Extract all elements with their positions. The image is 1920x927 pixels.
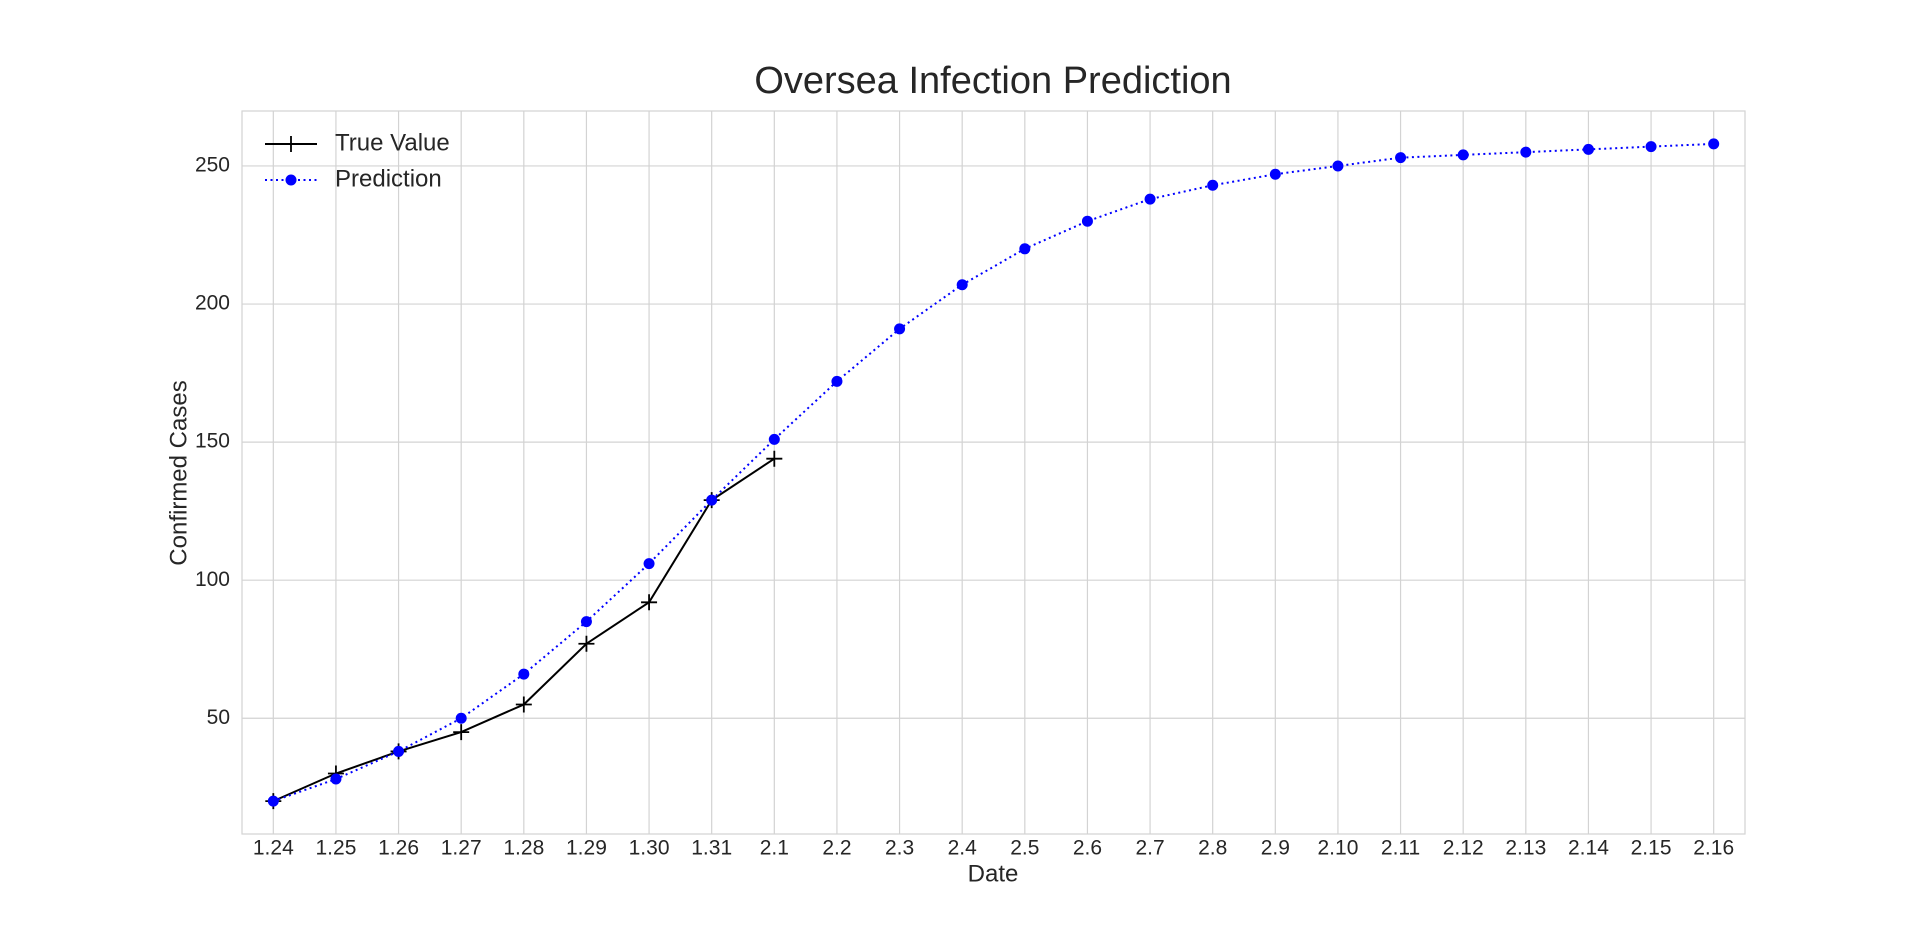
x-tick-label: 1.26 bbox=[378, 837, 419, 860]
data-point bbox=[580, 616, 592, 628]
legend-label: Prediction bbox=[335, 165, 442, 192]
data-point bbox=[267, 795, 279, 807]
x-tick-label: 2.8 bbox=[1198, 837, 1227, 860]
data-point bbox=[1582, 143, 1594, 155]
y-tick-label: 200 bbox=[195, 292, 230, 315]
data-point bbox=[1645, 141, 1657, 153]
x-tick-label: 2.11 bbox=[1381, 837, 1420, 860]
y-tick-label: 150 bbox=[195, 430, 230, 453]
x-tick-label: 2.10 bbox=[1318, 837, 1359, 860]
x-tick-label: 1.30 bbox=[629, 837, 670, 860]
series-line bbox=[272, 142, 1714, 803]
y-tick-label: 50 bbox=[207, 706, 230, 729]
data-point bbox=[1520, 146, 1532, 158]
data-point bbox=[1207, 179, 1219, 191]
x-tick-label: 1.25 bbox=[316, 837, 357, 860]
x-tick-label: 2.15 bbox=[1631, 837, 1672, 860]
x-axis-label: Date bbox=[968, 860, 1019, 887]
data-point bbox=[1081, 215, 1093, 227]
y-axis-label: Confirmed Cases bbox=[165, 380, 192, 565]
x-tick-label: 2.7 bbox=[1135, 837, 1164, 860]
x-tick-label: 1.31 bbox=[691, 837, 732, 860]
data-point bbox=[641, 594, 658, 611]
x-tick-label: 1.28 bbox=[503, 837, 544, 860]
x-tick-label: 2.3 bbox=[885, 837, 914, 860]
data-point bbox=[1395, 152, 1407, 164]
x-tick-label: 2.9 bbox=[1261, 837, 1290, 860]
data-point bbox=[1332, 160, 1344, 172]
chart-title: Oversea Infection Prediction bbox=[754, 60, 1231, 102]
y-tick-label: 250 bbox=[195, 154, 230, 177]
data-point bbox=[706, 494, 718, 506]
data-point bbox=[453, 724, 470, 741]
x-tick-label: 2.13 bbox=[1505, 837, 1546, 860]
data-point bbox=[1269, 168, 1281, 180]
x-tick-label: 2.2 bbox=[822, 837, 851, 860]
data-point bbox=[831, 375, 843, 387]
legend-label: True Value bbox=[335, 129, 450, 156]
data-point bbox=[1019, 243, 1031, 255]
data-point bbox=[766, 450, 783, 467]
x-tick-label: 2.14 bbox=[1568, 837, 1609, 860]
data-point bbox=[578, 635, 595, 652]
data-point bbox=[1457, 149, 1469, 161]
x-tick-label: 2.16 bbox=[1693, 837, 1734, 860]
x-tick-label: 1.24 bbox=[253, 837, 294, 860]
x-tick-label: 2.4 bbox=[948, 837, 978, 860]
data-point bbox=[768, 433, 780, 445]
data-point bbox=[455, 712, 467, 724]
data-point bbox=[330, 773, 342, 785]
data-point bbox=[518, 668, 530, 680]
x-tick-label: 1.27 bbox=[441, 837, 482, 860]
data-point bbox=[1708, 138, 1720, 150]
x-tick-label: 2.1 bbox=[760, 837, 789, 860]
data-point bbox=[393, 745, 405, 757]
data-point bbox=[894, 323, 906, 335]
data-point bbox=[956, 279, 968, 291]
plot-frame bbox=[241, 110, 1746, 835]
data-point bbox=[643, 558, 655, 570]
x-tick-label: 2.5 bbox=[1010, 837, 1039, 860]
x-tick-label: 1.29 bbox=[566, 837, 607, 860]
legend-marker bbox=[283, 136, 299, 152]
legend-marker bbox=[285, 174, 297, 186]
data-point bbox=[1144, 193, 1156, 205]
y-tick-label: 100 bbox=[195, 568, 230, 591]
data-point bbox=[515, 696, 532, 713]
x-tick-label: 2.12 bbox=[1443, 837, 1484, 860]
x-tick-label: 2.6 bbox=[1073, 837, 1102, 860]
